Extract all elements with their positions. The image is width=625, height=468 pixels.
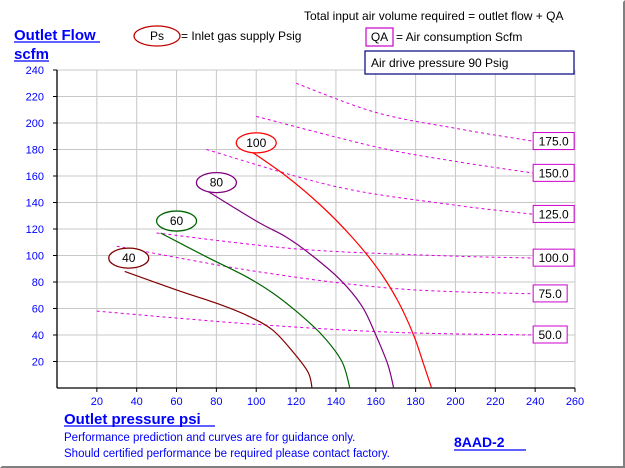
air-consumption-box [532,132,575,151]
air-consumption-line [295,82,536,142]
x-tick-label: 140 [327,396,345,408]
ps-description: = Inlet gas supply Psig [181,29,301,43]
curve-label-ps-60: 60 [170,214,184,228]
y-axis-title-line2: scfm [14,46,49,63]
qa-badge-box [365,27,394,47]
air-consumption-box [532,325,568,344]
y-tick-label: 220 [26,92,44,104]
air-consumption-line [256,115,536,174]
x-tick-label: 60 [170,396,182,408]
y-tick-label: 160 [26,171,44,183]
air-consumption-label: 100.0 [539,251,569,265]
y-tick-label: 20 [32,357,44,369]
performance-curves [124,149,433,389]
curve-label-ellipse [195,171,238,194]
air-consumption-label: 150.0 [539,166,569,180]
air-consumption-label: 175.0 [539,135,569,149]
air-drive-box [364,50,575,75]
y-tick-label: 120 [26,224,44,236]
x-tick-label: 20 [91,396,103,408]
air-consumption-line [116,245,536,295]
y-tick-label: 180 [26,145,44,157]
y-tick-label: 40 [32,330,44,342]
y-tick-label: 240 [26,65,44,77]
air-consumption-box [532,204,575,223]
air-drive-pressure: Air drive pressure 90 Psig [371,56,508,70]
disclaimer-line-1: Performance prediction and curves are fo… [64,432,355,444]
qa-badge: QA [371,30,388,44]
x-tick-label: 180 [406,396,424,408]
x-tick-label: 160 [367,396,385,408]
x-tick-label: 100 [247,396,265,408]
air-consumption-label: 75.0 [538,287,562,301]
y-tick-label: 60 [32,304,44,316]
curve-ps-60 [160,232,351,389]
curve-labels: 40 60 80 100 [108,132,277,269]
air-consumption-lines: 175.0 150.0 125.0 100.0 75.0 50.0 [96,82,575,344]
curve-ps-80 [204,188,395,389]
air-consumption-box [532,163,575,182]
x-tick-label: 200 [446,396,464,408]
curve-label-ellipse [235,132,277,154]
curve-label-ps-40: 40 [122,251,136,265]
y-axis-title-line1: Outlet Flow [14,27,96,44]
x-axis-title: Outlet pressure psi [64,411,201,428]
air-consumption-box [532,248,575,267]
air-consumption-box [532,284,568,303]
y-tick-label: 140 [26,198,44,210]
model-number: 8AAD-2 [454,434,505,450]
curve-label-ellipse [108,247,150,269]
air-consumption-label: 50.0 [538,328,562,342]
y-tick-label: 100 [26,251,44,263]
y-tick-labels: 20 40 60 80 100 120 140 160 180 200 220 240 [26,65,44,369]
grid [57,69,576,388]
x-tick-label: 240 [526,396,544,408]
x-tick-label: 80 [210,396,222,408]
y-tick-label: 80 [32,277,44,289]
curve-ps-40 [124,270,313,389]
air-consumption-line [206,149,536,215]
x-tick-label: 260 [566,396,584,408]
air-consumption-line [156,232,536,259]
curve-label-ps-100: 100 [246,136,266,150]
curve-label-ellipse [155,210,198,232]
ps-badge: Ps [150,29,164,43]
ps-badge-ellipse [133,25,181,47]
x-tick-label: 220 [486,396,504,408]
curve-ps-100 [247,149,433,389]
air-consumption-label: 125.0 [539,207,569,221]
total-input-note: Total input air volume required = outlet… [304,9,563,23]
air-consumption-line [96,310,536,336]
x-tick-label: 40 [131,396,143,408]
qa-description: = Air consumption Scfm [396,30,522,44]
disclaimer-line-2: Should certified performance be required… [64,448,390,460]
curve-label-ps-80: 80 [210,176,224,190]
axes [53,69,576,392]
y-tick-label: 200 [26,118,44,130]
x-tick-labels: 20 40 60 80 100 120 140 160 180 200 220 240 260 [91,396,584,408]
x-tick-label: 120 [287,396,305,408]
